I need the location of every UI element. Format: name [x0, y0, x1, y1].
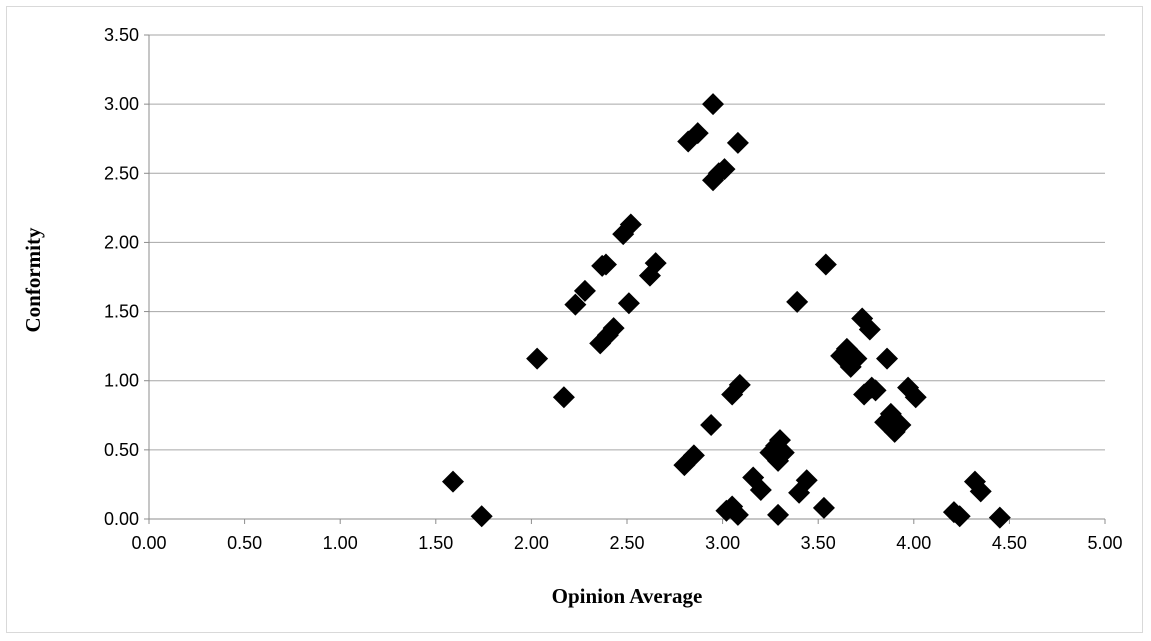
x-tick-label: 1.50 — [418, 533, 453, 553]
data-point — [948, 505, 971, 528]
data-point — [795, 469, 818, 492]
chart-frame — [6, 6, 1143, 633]
y-tick-label: 3.00 — [104, 94, 139, 114]
data-point — [470, 505, 493, 528]
y-tick-label: 0.50 — [104, 440, 139, 460]
data-point — [814, 253, 837, 276]
x-tick-label: 2.00 — [514, 533, 549, 553]
x-tick-label: 3.50 — [801, 533, 836, 553]
y-tick-labels: 0.00 0.50 1.00 1.50 2.00 2.50 3.00 3.50 — [104, 25, 139, 529]
data-point — [702, 93, 725, 116]
data-point — [526, 347, 549, 370]
x-tick-label: 3.00 — [705, 533, 740, 553]
data-point — [564, 293, 587, 316]
data-point — [573, 279, 596, 302]
data-point — [749, 478, 772, 501]
y-tick-label: 1.50 — [104, 302, 139, 322]
axes — [144, 34, 1106, 524]
y-axis-title: Conformity — [21, 227, 45, 332]
x-tick-label: 5.00 — [1087, 533, 1122, 553]
data-point — [812, 496, 835, 519]
data-point — [767, 503, 790, 526]
data-point — [904, 386, 927, 409]
data-point — [726, 131, 749, 154]
data-point — [602, 317, 625, 340]
y-tick-label: 3.50 — [104, 25, 139, 45]
data-point — [728, 373, 751, 396]
data-point — [889, 413, 912, 436]
y-tick-label: 0.00 — [104, 509, 139, 529]
data-point — [682, 444, 705, 467]
x-tick-labels: 0.00 0.50 1.00 1.50 2.00 2.50 3.00 3.50 4.00 4.50… — [131, 533, 1122, 553]
x-tick-label: 4.00 — [896, 533, 931, 553]
x-tick-label: 1.00 — [323, 533, 358, 553]
data-point — [988, 506, 1011, 529]
data-point — [617, 292, 640, 315]
data-point — [713, 158, 736, 181]
y-tick-label: 2.50 — [104, 163, 139, 183]
data-point — [700, 413, 723, 436]
data-point — [876, 347, 899, 370]
data-point — [594, 253, 617, 276]
x-tick-label: 4.50 — [992, 533, 1027, 553]
y-tick-label: 2.00 — [104, 232, 139, 252]
gridlines — [149, 34, 1105, 451]
data-point — [619, 213, 642, 236]
y-tick-label: 1.00 — [104, 371, 139, 391]
data-point — [858, 318, 881, 341]
x-tick-label: 0.50 — [227, 533, 262, 553]
data-point — [442, 470, 465, 493]
data-point — [686, 122, 709, 145]
x-tick-label: 0.00 — [131, 533, 166, 553]
data-point — [845, 347, 868, 370]
data-point — [644, 252, 667, 275]
data-point — [786, 290, 809, 313]
data-point — [726, 503, 749, 526]
x-tick-label: 2.50 — [609, 533, 644, 553]
data-point — [552, 386, 575, 409]
data-point — [969, 480, 992, 503]
x-axis-title: Opinion Average — [552, 584, 703, 608]
data-points — [442, 93, 1011, 529]
data-point — [772, 441, 795, 464]
data-point — [864, 379, 887, 402]
